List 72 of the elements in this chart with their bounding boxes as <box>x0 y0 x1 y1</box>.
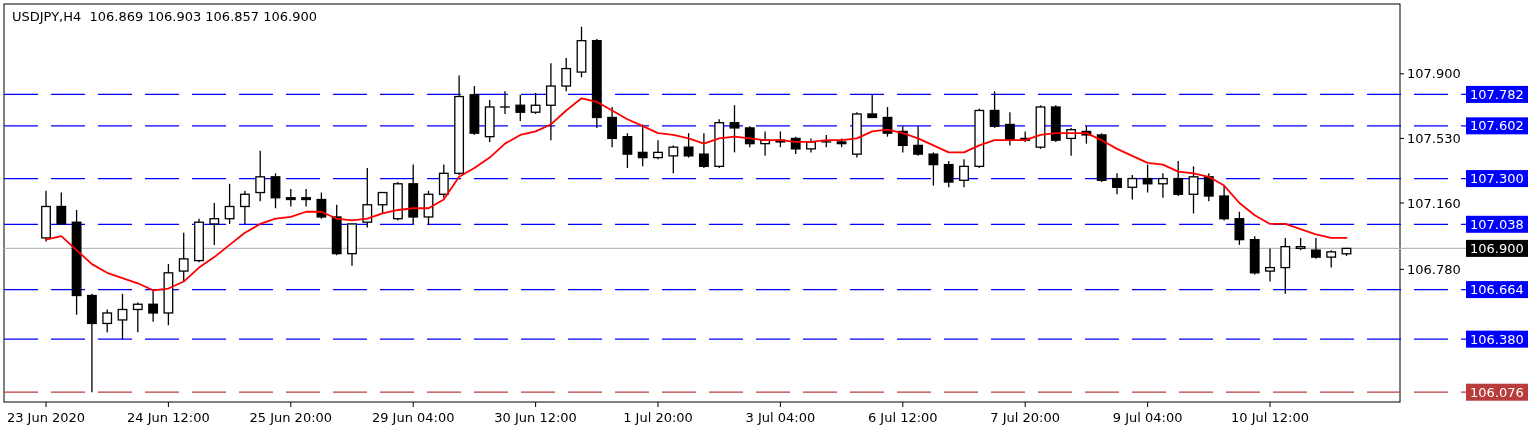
candlestick <box>224 183 235 225</box>
candlestick <box>1173 160 1184 197</box>
candlestick <box>239 190 250 225</box>
candlestick <box>1280 237 1291 295</box>
candlestick <box>178 232 189 283</box>
candlestick <box>132 301 143 333</box>
candlestick <box>515 94 526 122</box>
y-tick-label: 107.530 <box>1407 130 1461 146</box>
ref-line-label: 106.380 <box>1470 331 1524 347</box>
candlestick <box>607 106 618 148</box>
candlestick <box>270 172 281 209</box>
candlestick <box>668 144 679 174</box>
x-tick-label: 30 Jun 12:00 <box>494 410 577 425</box>
x-tick-label: 24 Jun 12:00 <box>127 410 210 425</box>
candlestick <box>1188 165 1199 215</box>
candlestick <box>1219 184 1230 222</box>
x-tick-label: 9 Jul 04:00 <box>1112 410 1183 425</box>
candlestick <box>622 132 633 169</box>
candlestick <box>500 90 510 115</box>
candlestick <box>377 191 388 215</box>
candlestick <box>1265 247 1275 283</box>
ref-line-label: 106.900 <box>1470 240 1524 256</box>
ref-line-label: 107.038 <box>1470 216 1524 232</box>
candlestick <box>545 62 556 141</box>
x-tick-label: 3 Jul 04:00 <box>745 410 816 425</box>
candlestick <box>928 151 939 187</box>
candlestick <box>683 132 694 159</box>
candlestick <box>530 92 541 115</box>
candlestick <box>362 167 373 229</box>
candlestick <box>1234 211 1245 246</box>
ref-line-label: 106.664 <box>1470 282 1524 298</box>
candlestick <box>117 293 128 340</box>
candlestick <box>255 149 266 202</box>
candlestick <box>1112 172 1122 195</box>
candlestick <box>316 191 327 220</box>
y-tick-label: 107.160 <box>1407 195 1461 211</box>
candlestick <box>867 93 878 119</box>
ref-line-label: 107.782 <box>1470 86 1524 102</box>
candlestick <box>989 90 1000 129</box>
candlestick <box>653 139 663 161</box>
candlestick <box>1203 172 1214 202</box>
candlestick <box>1142 163 1153 194</box>
candlestick <box>561 57 572 92</box>
x-tick-label: 7 Jul 20:00 <box>990 410 1061 425</box>
candlestick <box>943 160 954 188</box>
ref-line-label: 107.602 <box>1470 118 1524 134</box>
candlestick <box>1127 174 1138 201</box>
candlestick <box>1310 237 1321 260</box>
x-tick-label: 25 Jun 20:00 <box>249 410 333 425</box>
candlestick <box>438 163 449 199</box>
candlestick <box>698 132 709 169</box>
x-tick-label: 10 Jul 12:00 <box>1231 410 1309 425</box>
candlestick <box>913 125 924 157</box>
candlestick <box>209 202 220 246</box>
candlestick <box>1004 111 1015 147</box>
x-tick-label: 1 Jul 20:00 <box>623 410 693 425</box>
x-tick-label: 29 Jun 04:00 <box>371 410 455 425</box>
candlestick <box>1157 172 1168 199</box>
x-tick-label: 23 Jun 2020 <box>6 410 86 425</box>
candlestick <box>102 308 113 333</box>
chart-title: USDJPY,H4 106.869 106.903 106.857 106.900 <box>12 9 317 24</box>
y-tick-label: 106.780 <box>1407 261 1461 277</box>
ref-line-label: 107.300 <box>1470 171 1524 187</box>
ref-line-label: 106.076 <box>1470 384 1524 400</box>
x-tick-label: 6 Jul 12:00 <box>867 410 938 425</box>
candlestick <box>148 289 159 323</box>
candlestick <box>56 191 67 225</box>
y-tick-label: 107.900 <box>1407 66 1461 82</box>
candlestick <box>729 104 740 154</box>
candlestick <box>301 188 312 208</box>
candlestick <box>959 158 969 188</box>
candlestick <box>637 123 648 167</box>
